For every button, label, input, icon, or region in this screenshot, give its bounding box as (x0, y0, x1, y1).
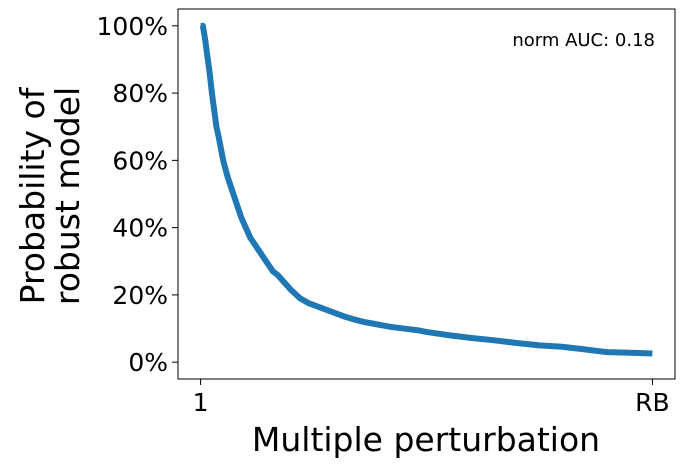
y-tick-label: 0% (128, 348, 168, 377)
series-line (199, 22, 653, 357)
auc-annotation: norm AUC: 0.18 (512, 30, 655, 51)
axes-frame (177, 8, 676, 380)
y-tick-label: 80% (112, 79, 168, 108)
x-axis-label: Multiple perturbation (252, 420, 600, 459)
y-axis-ticks: 0% 20% 40% 60% 80% 100% (97, 12, 178, 377)
y-tick-label: 20% (112, 281, 168, 310)
y-axis-label-line-1: Probability of (13, 86, 52, 304)
x-tick-label: 1 (193, 388, 209, 417)
y-tick-label: 40% (112, 214, 168, 243)
y-tick-label: 100% (97, 12, 168, 41)
x-axis-ticks: 1 RB (193, 379, 670, 417)
y-axis-label: Probability of robust model (13, 86, 87, 305)
x-tick-label: RB (635, 388, 670, 417)
y-tick-label: 60% (112, 146, 168, 175)
plot-area (199, 22, 653, 357)
y-axis-label-line-2: robust model (48, 87, 87, 305)
